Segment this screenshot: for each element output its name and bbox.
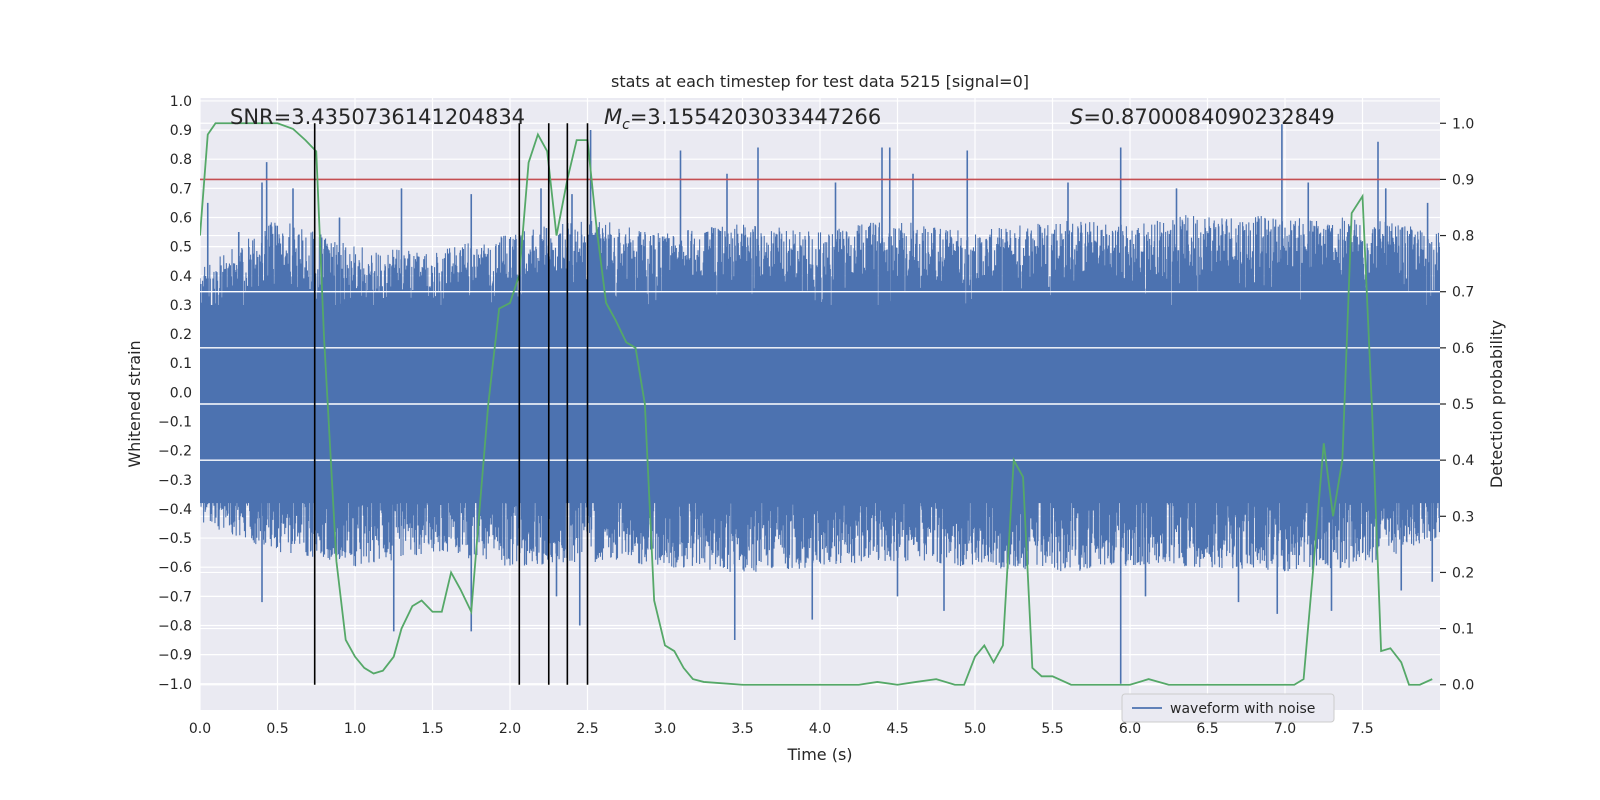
y-tick-label: −0.7 [158,589,192,605]
y-tick-label: −0.5 [158,531,192,547]
x-tick-label: 7.0 [1274,721,1296,737]
x-tick-label: 6.0 [1119,721,1141,737]
y-tick-label: 0.9 [170,123,192,139]
x-tick-label: 4.0 [809,721,831,737]
s-annotation: S=0.8700084090232849 [1070,105,1335,129]
chart-title: stats at each timestep for test data 521… [611,72,1029,91]
legend-box [1121,693,1335,723]
y2-tick-label: 0.4 [1452,453,1474,469]
x-tick-label: 2.0 [499,721,521,737]
y2-axis-label: Detection probability [1487,320,1506,488]
y2-tick-label: 0.8 [1452,229,1474,245]
x-tick-label: 3.5 [731,721,753,737]
y-tick-label: −0.9 [158,648,192,664]
x-tick-label: 5.0 [964,721,986,737]
y-tick-label: 0.8 [170,152,192,168]
x-tick-label: 0.0 [189,721,211,737]
y2-tick-label: 0.6 [1452,341,1474,357]
y2-tick-label: 0.0 [1452,678,1474,694]
y2-axis-ticks: 1.0 0.9 0.8 0.7 0.6 0.5 0.4 0.3 0.2 0.1 0.0 [1440,116,1474,694]
y-tick-label: −0.2 [158,444,192,460]
y-tick-label: −0.4 [158,502,192,518]
y-tick-label: 0.7 [170,181,192,197]
x-axis-label: Time (s) [786,745,852,764]
y-tick-label: −0.6 [158,560,192,576]
overlay-lines [200,122,1440,686]
y-tick-label: 0.1 [170,356,192,372]
x-tick-label: 1.5 [421,721,443,737]
legend-label: waveform with noise [1170,701,1315,717]
x-tick-label: 6.5 [1196,721,1218,737]
x-tick-label: 5.5 [1041,721,1063,737]
y-tick-label: −0.3 [158,473,192,489]
y2-tick-label: 0.3 [1452,509,1474,525]
x-tick-label: 0.5 [266,721,288,737]
y2-tick-label: 0.1 [1452,622,1474,638]
y-tick-label: 0.6 [170,210,192,226]
x-tick-label: 7.5 [1351,721,1373,737]
y2-tick-label: 1.0 [1452,116,1474,132]
snr-annotation: SNR=3.4350736141204834 [230,105,525,129]
y2-tick-label: 0.2 [1452,565,1474,581]
legend: waveform with noise [1121,693,1335,723]
x-tick-label: 4.5 [886,721,908,737]
chirp-mass-annotation: Mc=3.1554203033447266 [604,105,881,133]
y-tick-label: 0.0 [170,385,192,401]
y-tick-label: 0.3 [170,298,192,314]
x-tick-label: 2.5 [576,721,598,737]
y2-tick-label: 0.9 [1452,172,1474,188]
y-axis-label: Whitened strain [125,340,144,467]
y-tick-label: −0.8 [158,618,192,634]
x-axis-ticks: 0.0 0.5 1.0 1.5 2.0 2.5 3.0 3.5 4.0 4.5 5.0 5.5 6.0 6… [189,721,1374,737]
x-tick-label: 1.0 [344,721,366,737]
y-tick-label: 0.5 [170,240,192,256]
y-tick-label: 1.0 [170,94,192,110]
y-tick-label: 0.2 [170,327,192,343]
y-tick-label: 0.4 [170,269,192,285]
y2-tick-label: 0.5 [1452,397,1474,413]
detection-probability-line [200,122,1433,686]
x-tick-label: 3.0 [654,721,676,737]
y-axis-ticks: 1.0 0.9 0.8 0.7 0.6 0.5 0.4 0.3 0.2 0.1 0.0 −0.1 −0.… [158,94,192,693]
y-tick-label: −0.1 [158,414,192,430]
y-tick-label: −1.0 [158,677,192,693]
y2-tick-label: 0.7 [1452,285,1474,301]
